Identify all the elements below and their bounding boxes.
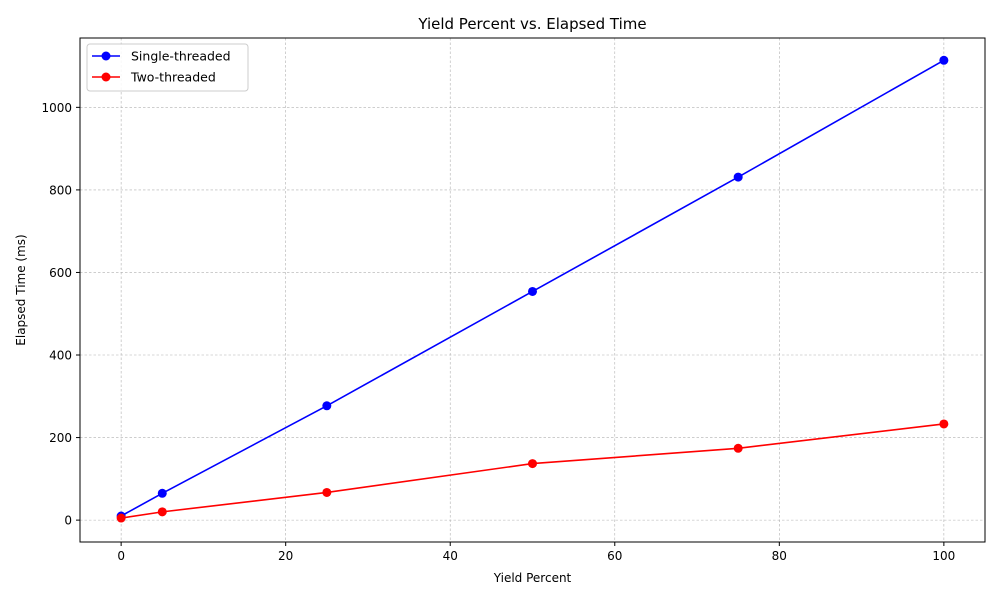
x-tick-label: 0 [117, 549, 125, 563]
y-axis-label: Elapsed Time (ms) [14, 234, 28, 345]
y-tick-label: 200 [49, 431, 72, 445]
data-point-single-threaded [528, 286, 537, 296]
x-tick-label: 100 [932, 549, 955, 563]
data-point-two-threaded [528, 459, 537, 469]
series-line-single-threaded [120, 59, 945, 517]
data-point-two-threaded [322, 487, 332, 497]
x-tick-label: 40 [443, 549, 458, 563]
data-point-two-threaded [116, 513, 126, 523]
data-point-two-threaded [939, 419, 949, 429]
data-point-single-threaded [322, 401, 332, 411]
x-axis-label: Yield Percent [493, 571, 572, 585]
data-point-single-threaded [939, 55, 949, 65]
legend-frame [86, 43, 249, 92]
y-tick-label: 0 [64, 514, 72, 528]
y-tick-label: 800 [49, 183, 72, 197]
legend: Single-threaded Two-threaded [86, 43, 249, 92]
y-tick-label: 1000 [41, 101, 72, 115]
legend-marker-two-threaded [101, 72, 111, 82]
legend-marker-single-threaded [101, 51, 111, 61]
chart-title: Yield Percent vs. Elapsed Time [417, 15, 646, 33]
x-tick-label: 80 [772, 549, 787, 563]
data-point-two-threaded [157, 507, 167, 517]
x-tick-label: 60 [607, 549, 622, 563]
y-tick-label: 400 [49, 349, 72, 363]
data-point-single-threaded [733, 172, 743, 182]
x-tick-label: 20 [278, 549, 293, 563]
series-line-two-threaded [121, 423, 944, 519]
data-point-single-threaded [157, 488, 167, 498]
y-tick-label: 600 [49, 266, 72, 280]
legend-label-single-threaded: Single-threaded [131, 49, 231, 64]
legend-label-two-threaded: Two-threaded [130, 70, 216, 85]
data-point-two-threaded [733, 443, 743, 453]
grid-lines [80, 38, 985, 542]
plot-series [116, 55, 949, 523]
plot-frame [79, 37, 986, 543]
